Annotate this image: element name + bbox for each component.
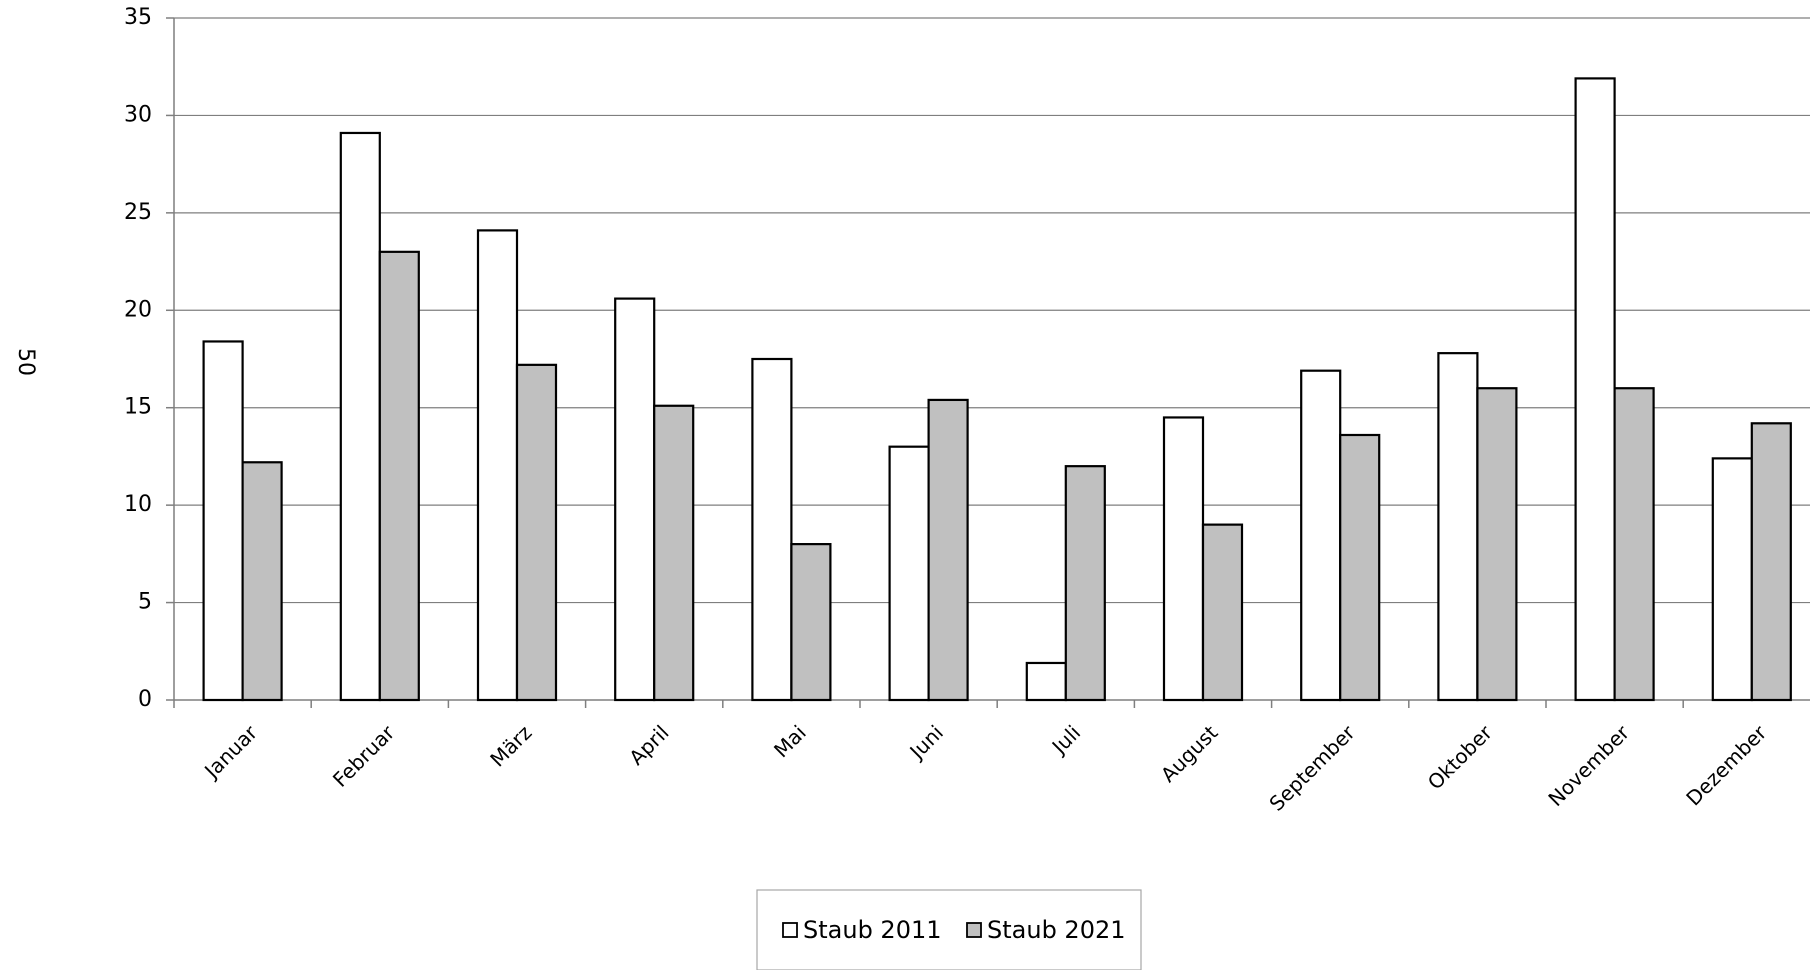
bar-series2-2 (515, 363, 558, 702)
y-tick-label: 20 (124, 297, 152, 322)
bar-series1-9 (1437, 352, 1479, 702)
bar-series2-11 (1750, 422, 1792, 702)
bar-series2-3 (653, 404, 695, 702)
bar-series1-11 (1711, 457, 1753, 702)
gridlines (166, 17, 1810, 708)
bar-series1-6 (1025, 661, 1067, 702)
x-tick-label: Dezember (1681, 720, 1772, 811)
x-tick-label: September (1264, 720, 1360, 816)
y-tick-label: 35 (124, 5, 152, 30)
axes (173, 18, 1810, 701)
x-tick-labels: Januar Februar März April Mai Juni Juli August S… (198, 720, 1771, 816)
y-tick-label: 10 (124, 492, 152, 517)
side-label: 50 (13, 348, 38, 376)
legend-box (756, 889, 1142, 970)
bar-series2-10 (1613, 387, 1655, 702)
x-tick-label: Juli (1046, 720, 1085, 759)
bar-series2-5 (927, 398, 969, 702)
legend-label-2: Staub 2021 (987, 916, 1126, 944)
bar-series1-4 (751, 357, 793, 702)
bar-series2-6 (1064, 465, 1106, 702)
legend: Staub 2011 Staub 2021 (756, 889, 1142, 970)
bar-series2-9 (1476, 387, 1518, 702)
x-tick-label: November (1543, 720, 1634, 811)
bar-series1-7 (1162, 416, 1205, 702)
x-tick-label: Februar (328, 720, 400, 792)
bar-series1-8 (1300, 369, 1342, 702)
bar-series1-10 (1574, 77, 1616, 702)
bar-series2-4 (790, 543, 832, 702)
y-tick-label: 25 (124, 200, 152, 225)
x-tick-label: August (1156, 720, 1223, 787)
x-tick-label: Juni (904, 720, 948, 764)
bar-series1-3 (614, 297, 656, 702)
bar-series2-8 (1339, 433, 1381, 702)
y-tick-label: 30 (124, 102, 152, 127)
y-tick-label: 15 (124, 395, 152, 420)
y-tick-label: 0 (138, 687, 152, 712)
bar-series2-7 (1201, 523, 1244, 702)
bar-series1-0 (202, 340, 244, 702)
bar-series2-0 (241, 461, 283, 702)
x-tick-label: Januar (198, 720, 262, 784)
y-tick-labels: 0 5 10 15 20 25 30 35 (124, 5, 152, 712)
x-tick-label: Oktober (1423, 720, 1498, 795)
bar-series1-2 (476, 229, 519, 702)
x-tick-label: April (624, 720, 673, 769)
bars (202, 77, 1792, 702)
legend-swatch-2 (966, 922, 982, 938)
legend-label-1: Staub 2011 (803, 916, 942, 944)
bar-series1-5 (888, 445, 930, 702)
bar-series1-1 (339, 131, 381, 702)
x-tick-label: März (485, 720, 536, 771)
x-tick-label: Mai (769, 720, 811, 762)
legend-swatch-1 (782, 922, 798, 938)
y-tick-label: 5 (138, 590, 152, 615)
bar-series2-1 (378, 250, 420, 702)
